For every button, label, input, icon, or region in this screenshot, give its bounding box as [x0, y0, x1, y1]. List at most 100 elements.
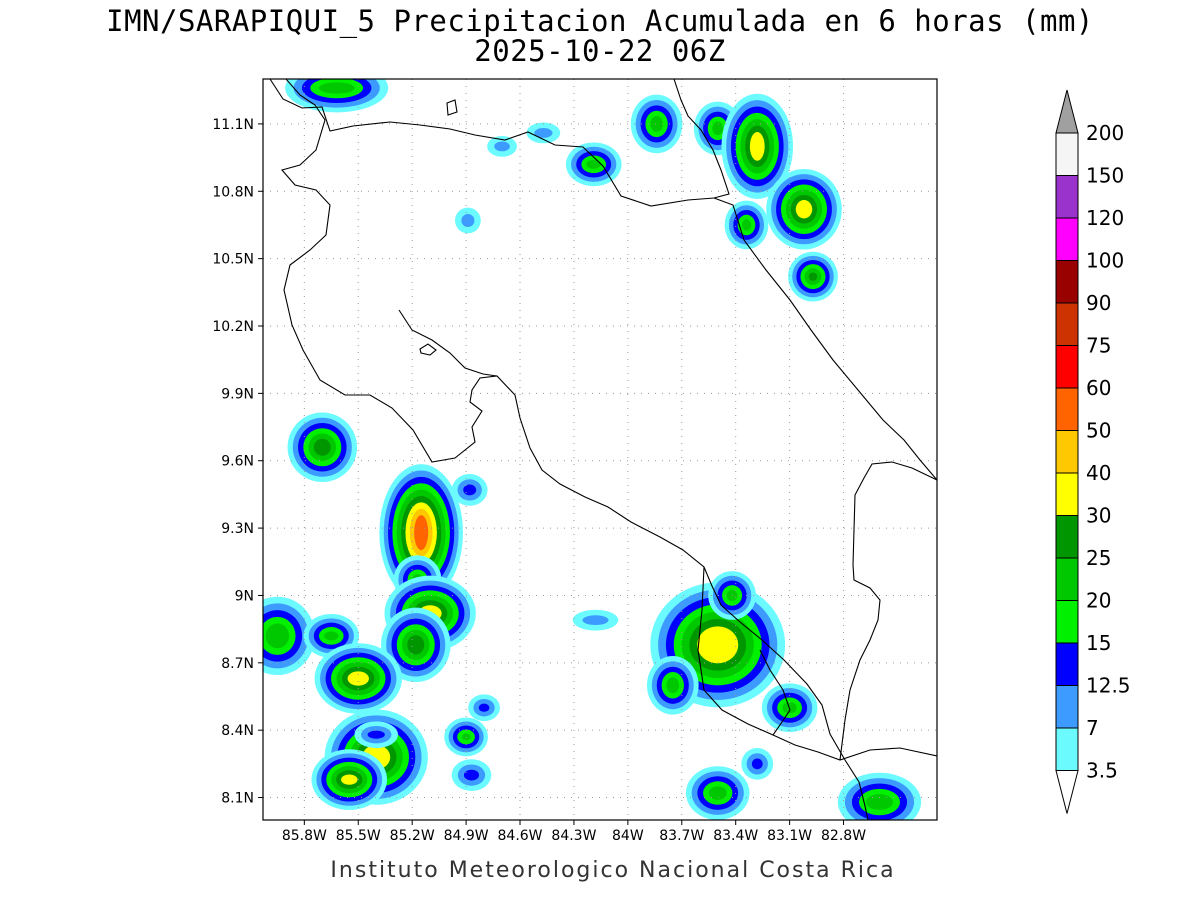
precip-contour [795, 199, 813, 219]
colorbar-label: 3.5 [1086, 759, 1118, 783]
map-title: IMN/SARAPIQUI_5 Precipitacion Acumulada … [106, 4, 1094, 39]
lon-tick-label: 85.2W [390, 828, 435, 844]
island-small-pacific [446, 99, 458, 116]
colorbar-label: 40 [1086, 461, 1111, 485]
precip-contour [341, 774, 358, 785]
colorbar-legend: 200 150 120 100 90 75 60 50 40 30 25 20 15 12.5 7 3.5 [1055, 89, 1131, 814]
precip-contour [666, 677, 680, 694]
precip-contour [751, 758, 763, 770]
precip-cell [451, 474, 488, 506]
coastline-pacific-nicoya [281, 79, 869, 820]
map-timestamp: 2025-10-22 06Z [474, 34, 725, 68]
lon-tick-label: 85.8W [282, 828, 327, 844]
precipitation-layer [263, 79, 922, 820]
precip-cell [565, 142, 622, 187]
colorbar-label: 30 [1086, 504, 1111, 528]
lat-tick-label: 8.1N [221, 791, 254, 807]
precip-cell [572, 609, 619, 631]
precip-cell [526, 122, 561, 144]
colorbar-label: 12.5 [1086, 674, 1131, 698]
precip-cell [455, 207, 481, 234]
precip-contour [808, 272, 818, 281]
precip-contour [697, 626, 739, 664]
colorbar-swatch [1055, 515, 1079, 559]
lat-tick-label: 9.9N [221, 386, 254, 402]
precip-contour [367, 730, 385, 739]
lat-tick-label: 11.1N [212, 117, 254, 133]
map-frame [262, 78, 938, 821]
precip-cell [646, 655, 699, 715]
precip-contour [741, 219, 751, 231]
lat-tick-label: 10.8N [212, 184, 254, 200]
precip-contour [650, 116, 663, 132]
precip-cell [285, 79, 389, 113]
lon-tick-label: 84.6W [498, 828, 543, 844]
precip-cell [311, 749, 388, 810]
precip-contour [712, 121, 724, 136]
precip-contour [582, 615, 609, 626]
colorbar-swatch [1055, 345, 1079, 389]
precip-cell [451, 759, 492, 791]
lat-tick-label: 8.4N [221, 723, 254, 739]
colorbar-swatch [1055, 727, 1079, 771]
precip-contour [866, 794, 893, 810]
precip-cell [263, 596, 316, 676]
lon-tick-label: 84W [612, 828, 644, 844]
lon-tick-label: 82.8W [821, 828, 866, 844]
precip-cell [468, 694, 500, 722]
precip-contour [749, 131, 765, 161]
precip-cell [837, 772, 922, 820]
precip-cell [487, 135, 517, 157]
colorbar-label: 75 [1086, 334, 1111, 358]
precip-contour [494, 141, 510, 152]
precip-cell [788, 251, 838, 302]
colorbar-swatch [1055, 260, 1079, 304]
colorbar-swatch [1055, 685, 1079, 729]
precip-contour [586, 159, 601, 169]
precip-cell [685, 766, 750, 820]
colorbar-label: 20 [1086, 589, 1111, 613]
colorbar-swatch [1055, 557, 1079, 601]
precip-contour [265, 623, 290, 649]
colorbar-swatch [1055, 217, 1079, 261]
colorbar-label: 150 [1086, 164, 1124, 188]
precip-contour [313, 438, 331, 456]
precip-cell [287, 412, 358, 483]
island-chira [419, 343, 437, 356]
lat-tick-label: 10.2N [212, 319, 254, 335]
colorbar-swatch [1055, 430, 1079, 474]
lat-tick-label: 9.6N [221, 454, 254, 470]
precip-cell [741, 747, 774, 780]
precip-contour [414, 515, 429, 551]
precip-contour [534, 128, 553, 138]
coastline-nicoya-gulf [398, 309, 498, 377]
colorbar-label: 15 [1086, 631, 1111, 655]
lat-tick-label: 8.7N [221, 656, 254, 672]
lon-tick-label: 83.4W [713, 828, 758, 844]
lon-tick-label: 83.7W [659, 828, 704, 844]
coastline-nicaragua-north [269, 79, 730, 207]
colorbar-label: 120 [1086, 206, 1124, 230]
colorbar-swatch [1055, 132, 1079, 176]
precip-contour [463, 769, 480, 781]
map-plot-area [263, 79, 937, 820]
precip-cell [724, 200, 769, 250]
precip-cell [381, 607, 451, 683]
colorbar-swatch [1055, 302, 1079, 346]
precip-cell [630, 94, 683, 154]
coastline-caribbean [713, 197, 937, 481]
precip-cell [444, 717, 488, 757]
longitude-axis: 85.8W 85.5W 85.2W 84.9W 84.6W 84.3W 84W 83.7W 83… [282, 820, 866, 844]
lat-tick-label: 9N [235, 588, 254, 604]
colorbar-swatch [1055, 472, 1079, 516]
colorbar-label: 100 [1086, 249, 1124, 273]
colorbar-swatch [1055, 642, 1079, 686]
lon-tick-label: 85.5W [336, 828, 381, 844]
precip-cell [766, 169, 842, 250]
lon-tick-label: 84.3W [551, 828, 596, 844]
precip-contour [407, 635, 425, 655]
colorbar-label: 200 [1086, 121, 1124, 145]
colorbar-label: 7 [1086, 716, 1099, 740]
